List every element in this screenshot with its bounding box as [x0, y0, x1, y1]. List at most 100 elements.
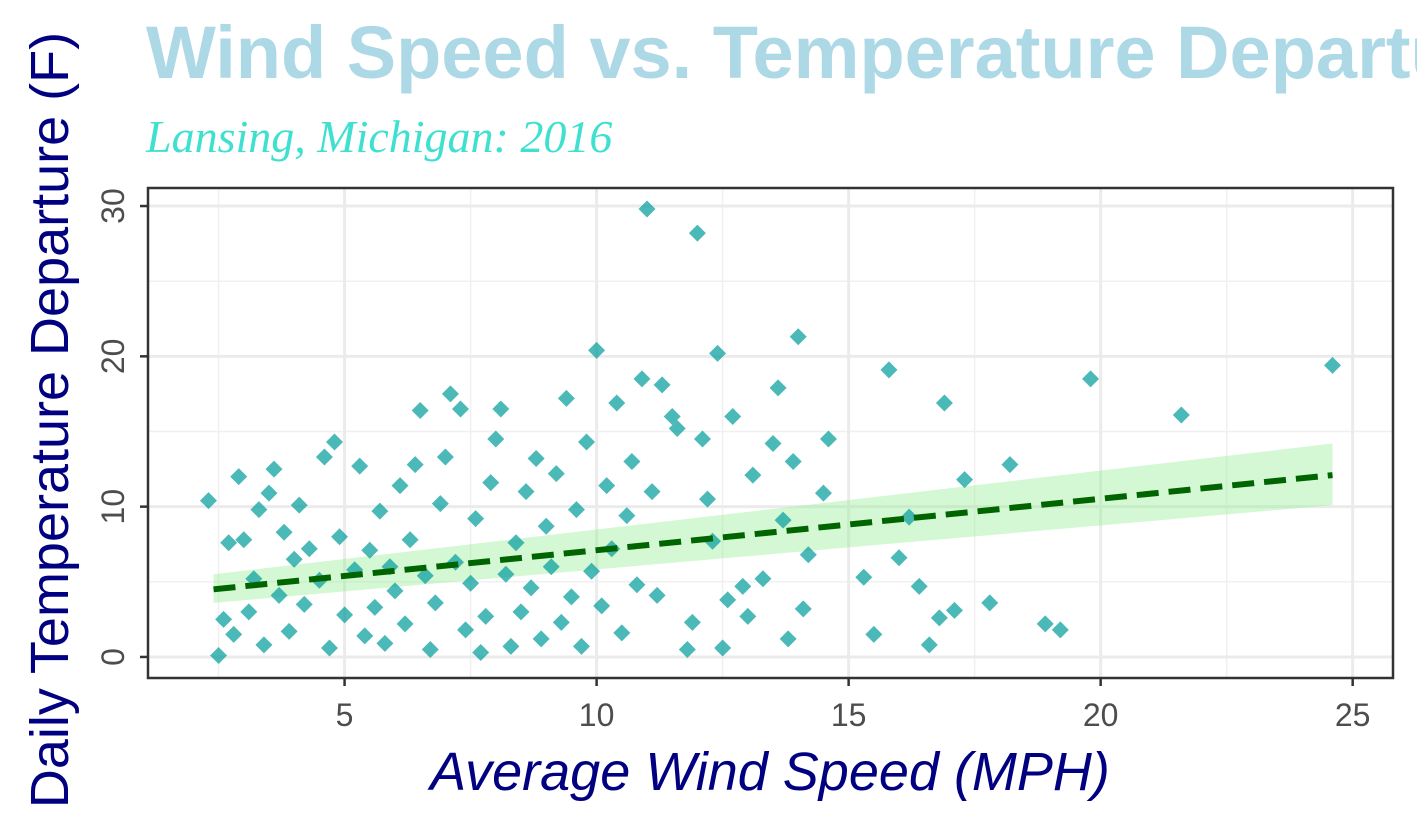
plot-panel-border	[146, 186, 1395, 680]
x-tick-label: 20	[1083, 697, 1119, 733]
data-point	[693, 430, 711, 448]
data-point	[593, 597, 611, 615]
data-point	[1036, 615, 1054, 633]
data-point	[477, 607, 495, 625]
confidence-band-layer	[213, 443, 1333, 603]
data-point	[522, 579, 540, 597]
data-point	[502, 637, 520, 655]
x-tick-label: 5	[336, 697, 354, 733]
data-point	[406, 456, 424, 474]
data-point	[890, 549, 908, 567]
x-tick-label: 10	[579, 697, 615, 733]
y-tick-label: 20	[95, 339, 131, 375]
data-point	[1324, 356, 1342, 374]
data-point	[547, 465, 565, 483]
data-point	[295, 595, 313, 613]
data-point	[507, 534, 525, 552]
data-point	[930, 609, 948, 627]
y-axis-title: Daily Temperature Departure (F)	[20, 32, 80, 808]
data-point	[719, 591, 737, 609]
data-point	[497, 565, 515, 583]
data-point	[769, 379, 787, 397]
chart-subtitle: Lansing, Michigan: 2016	[145, 111, 612, 162]
data-point	[255, 636, 273, 654]
data-point	[583, 562, 601, 580]
data-point	[739, 607, 757, 625]
data-point	[698, 490, 716, 508]
data-point	[628, 576, 646, 594]
data-point	[199, 492, 217, 510]
data-point	[819, 430, 837, 448]
data-point	[270, 586, 288, 604]
data-point	[452, 400, 470, 418]
data-point	[557, 389, 575, 407]
data-point	[331, 528, 349, 546]
data-point	[653, 376, 671, 394]
data-point	[920, 636, 938, 654]
data-point	[351, 457, 369, 475]
data-point	[300, 540, 318, 558]
data-point	[668, 419, 686, 437]
data-point	[618, 507, 636, 525]
data-point	[421, 640, 439, 658]
trend-line	[213, 472, 1333, 593]
data-point	[371, 502, 389, 520]
data-point	[935, 394, 953, 412]
data-point	[784, 453, 802, 471]
data-point	[210, 646, 228, 664]
data-point	[386, 582, 404, 600]
data-point	[220, 534, 238, 552]
data-point	[724, 407, 742, 425]
data-point	[215, 610, 233, 628]
data-point	[230, 468, 248, 486]
data-point	[774, 511, 792, 529]
data-point	[517, 483, 535, 501]
data-point	[572, 637, 590, 655]
data-point	[240, 603, 258, 621]
data-point	[336, 606, 354, 624]
data-point	[462, 574, 480, 592]
data-point	[648, 586, 666, 604]
data-point	[643, 483, 661, 501]
trend-line-layer	[213, 472, 1333, 593]
data-point	[396, 615, 414, 633]
data-point	[633, 370, 651, 388]
data-point	[779, 630, 797, 648]
y-tick-label: 30	[95, 188, 131, 224]
data-point	[613, 624, 631, 642]
data-point	[235, 531, 253, 549]
data-point	[426, 594, 444, 612]
data-point	[431, 495, 449, 513]
data-point	[401, 531, 419, 549]
data-point	[285, 550, 303, 568]
data-point	[1001, 456, 1019, 474]
x-tick-label: 25	[1335, 697, 1371, 733]
data-point	[275, 523, 293, 541]
data-point	[900, 508, 918, 526]
data-point	[416, 567, 434, 585]
data-point	[1172, 406, 1190, 424]
data-point	[688, 224, 706, 242]
data-point	[562, 588, 580, 606]
data-point	[537, 517, 555, 535]
data-point	[608, 394, 626, 412]
data-point	[814, 484, 832, 502]
data-point	[325, 433, 343, 451]
data-point	[638, 200, 656, 218]
data-point	[542, 558, 560, 576]
data-point	[487, 430, 505, 448]
data-point	[552, 613, 570, 631]
data-point	[744, 466, 762, 484]
data-point	[794, 600, 812, 618]
data-point	[678, 640, 696, 658]
data-point	[799, 546, 817, 564]
data-point	[457, 621, 475, 639]
data-point	[280, 622, 298, 640]
data-point	[1051, 621, 1069, 639]
data-point	[356, 627, 374, 645]
data-point	[290, 496, 308, 514]
data-point	[567, 501, 585, 519]
data-point	[598, 477, 616, 495]
data-point	[482, 474, 500, 492]
